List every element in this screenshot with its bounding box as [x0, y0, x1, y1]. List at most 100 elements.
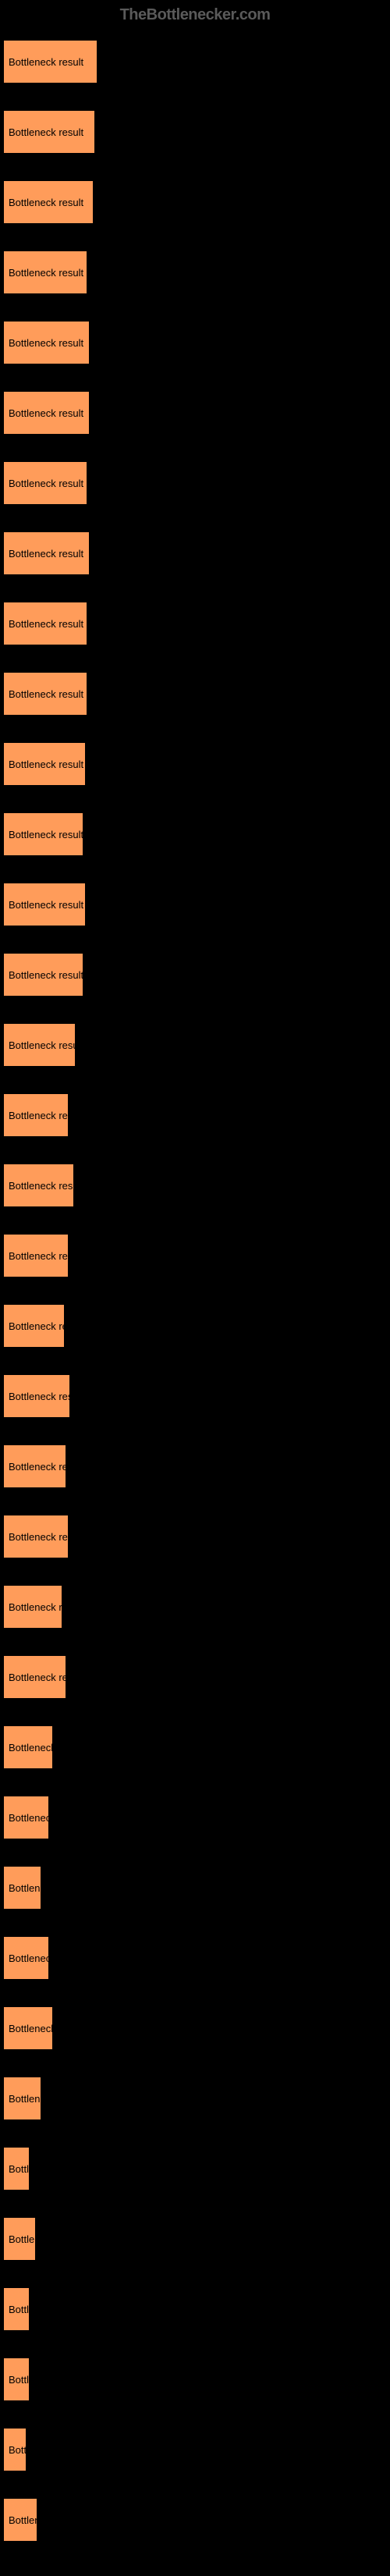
bar-row: Bottleneck result [3, 1304, 387, 1362]
bar-label: Bottleneck result [4, 899, 83, 911]
bar-label: Bottleneck result [4, 1601, 62, 1613]
bar-row: Bottleneck result [3, 2357, 387, 2415]
bar-row: Bottleneck result [3, 1374, 387, 1432]
bar-wrapper: Bottleneck result [3, 391, 387, 435]
bar-label: Bottleneck result [4, 2304, 29, 2315]
bar-wrapper: Bottleneck result [3, 1585, 387, 1629]
bar-wrapper: Bottleneck result [3, 2357, 387, 2401]
bar-wrapper: Bottleneck result [3, 2077, 387, 2120]
bar-row: Bottleneck result [3, 321, 387, 378]
bar-wrapper: Bottleneck result [3, 1023, 387, 1067]
bottleneck-bar: Bottleneck result [3, 2006, 53, 2050]
bar-wrapper: Bottleneck result [3, 1234, 387, 1277]
bar-label: Bottleneck result [4, 1952, 48, 1964]
bottleneck-bar: Bottleneck result [3, 2077, 41, 2120]
bar-label: Bottleneck result [4, 1110, 68, 1121]
bottleneck-bar: Bottleneck result [3, 1725, 53, 1769]
bar-wrapper: Bottleneck result [3, 1374, 387, 1418]
bar-row: Bottleneck result [3, 1164, 387, 1221]
bottleneck-bar: Bottleneck result [3, 1444, 66, 1488]
bar-wrapper: Bottleneck result [3, 1164, 387, 1207]
bottleneck-bar: Bottleneck result [3, 672, 87, 716]
bar-wrapper: Bottleneck result [3, 953, 387, 997]
bar-label: Bottleneck result [4, 478, 83, 489]
bar-label: Bottleneck result [4, 759, 83, 770]
bar-label: Bottleneck result [4, 1461, 66, 1473]
bar-row: Bottleneck result [3, 531, 387, 589]
bottleneck-chart: 4Bottleneck result4Bottleneck resultBott… [0, 40, 390, 2576]
bar-row: Bottleneck result [3, 812, 387, 870]
bottleneck-bar: Bottleneck result [3, 461, 87, 505]
bottleneck-bar: Bottleneck result [3, 531, 90, 575]
bar-wrapper: Bottleneck result [3, 180, 387, 224]
bottleneck-bar: Bottleneck result [3, 953, 83, 997]
bar-row: Bottleneck result [3, 883, 387, 940]
bar-row: Bottleneck result [3, 1444, 387, 1502]
bar-label: Bottleneck result [4, 2093, 41, 2105]
bar-row: 4Bottleneck result [3, 40, 387, 98]
bar-label: Bottleneck result [4, 969, 83, 981]
bottleneck-bar: Bottleneck result [3, 2428, 27, 2471]
bar-wrapper: Bottleneck result [3, 883, 387, 926]
bar-row: Bottleneck result [3, 2006, 387, 2064]
bottleneck-bar: Bottleneck result [3, 110, 95, 154]
bar-label: Bottleneck result [4, 267, 83, 279]
bottleneck-bar: Bottleneck result [3, 1515, 69, 1558]
bottleneck-bar: Bottleneck result [3, 1866, 41, 1910]
bar-row: Bottleneck result [3, 602, 387, 659]
bar-label: Bottleneck result [4, 2163, 29, 2175]
bar-wrapper: Bottleneck result [3, 2428, 387, 2471]
bar-value: 4 [97, 126, 102, 138]
bar-wrapper: 4Bottleneck result [3, 40, 387, 83]
bar-wrapper: Bottleneck result [3, 2287, 387, 2331]
bottleneck-bar: Bottleneck result [3, 1023, 76, 1067]
bar-row: Bottleneck result [3, 2428, 387, 2485]
bottleneck-bar: Bottleneck result [3, 1655, 66, 1699]
bar-wrapper: Bottleneck result [3, 1866, 387, 1910]
bottleneck-bar: Bottleneck result [3, 391, 90, 435]
bottleneck-bar: Bottleneck result [3, 180, 94, 224]
bar-label: Bottleneck result [4, 407, 83, 419]
bar-wrapper: Bottleneck result [3, 1444, 387, 1488]
bottleneck-bar: Bottleneck result [3, 1234, 69, 1277]
bar-label: Bottleneck result [4, 829, 83, 840]
bottleneck-bar: Bottleneck result [3, 1093, 69, 1137]
bottleneck-bar: Bottleneck result [3, 1164, 74, 1207]
bottleneck-bar: Bottleneck result [3, 250, 87, 294]
bottleneck-bar: Bottleneck result [3, 2147, 30, 2190]
bottleneck-bar: Bottleneck result [3, 1304, 65, 1348]
bar-label: Bottleneck result [4, 1812, 48, 1824]
bar-row: Bottleneck result [3, 672, 387, 730]
bar-row: Bottleneck result [3, 2498, 387, 2556]
bar-wrapper: Bottleneck result [3, 812, 387, 856]
bottleneck-bar: Bottleneck result [3, 742, 86, 786]
bottleneck-bar: Bottleneck result [3, 2217, 36, 2261]
bar-row: Bottleneck result [3, 391, 387, 449]
bar-row: 4Bottleneck result [3, 110, 387, 168]
bar-row: Bottleneck result [3, 2077, 387, 2134]
bar-row: Bottleneck result [3, 1234, 387, 1292]
bar-row: Bottleneck result [3, 2287, 387, 2345]
bar-wrapper: Bottleneck result [3, 2498, 387, 2542]
bar-row: Bottleneck result [3, 1585, 387, 1643]
bar-label: Bottleneck result [4, 1882, 41, 1894]
bar-row: Bottleneck result [3, 250, 387, 308]
bottleneck-bar: Bottleneck result [3, 2287, 30, 2331]
bar-row: Bottleneck result [3, 1866, 387, 1924]
bar-label: Bottleneck result [4, 1180, 73, 1192]
bar-wrapper: Bottleneck result [3, 1515, 387, 1558]
header-logo: TheBottlenecker.com [0, 0, 390, 27]
bar-row: Bottleneck result [3, 2217, 387, 2275]
bar-row: Bottleneck result [3, 1023, 387, 1081]
bar-label: Bottleneck result [4, 548, 83, 560]
bar-label: Bottleneck result [4, 197, 83, 208]
bar-wrapper: Bottleneck result [3, 1936, 387, 1980]
bottleneck-bar: Bottleneck result [3, 1374, 70, 1418]
bottleneck-bar: Bottleneck result [3, 1585, 62, 1629]
bar-label: Bottleneck result [4, 1250, 68, 1262]
bottleneck-bar: Bottleneck result [3, 812, 83, 856]
bar-row: Bottleneck result [3, 1655, 387, 1713]
bar-wrapper: Bottleneck result [3, 2217, 387, 2261]
bar-row: Bottleneck result [3, 1725, 387, 1783]
bar-label: Bottleneck result [4, 688, 83, 700]
